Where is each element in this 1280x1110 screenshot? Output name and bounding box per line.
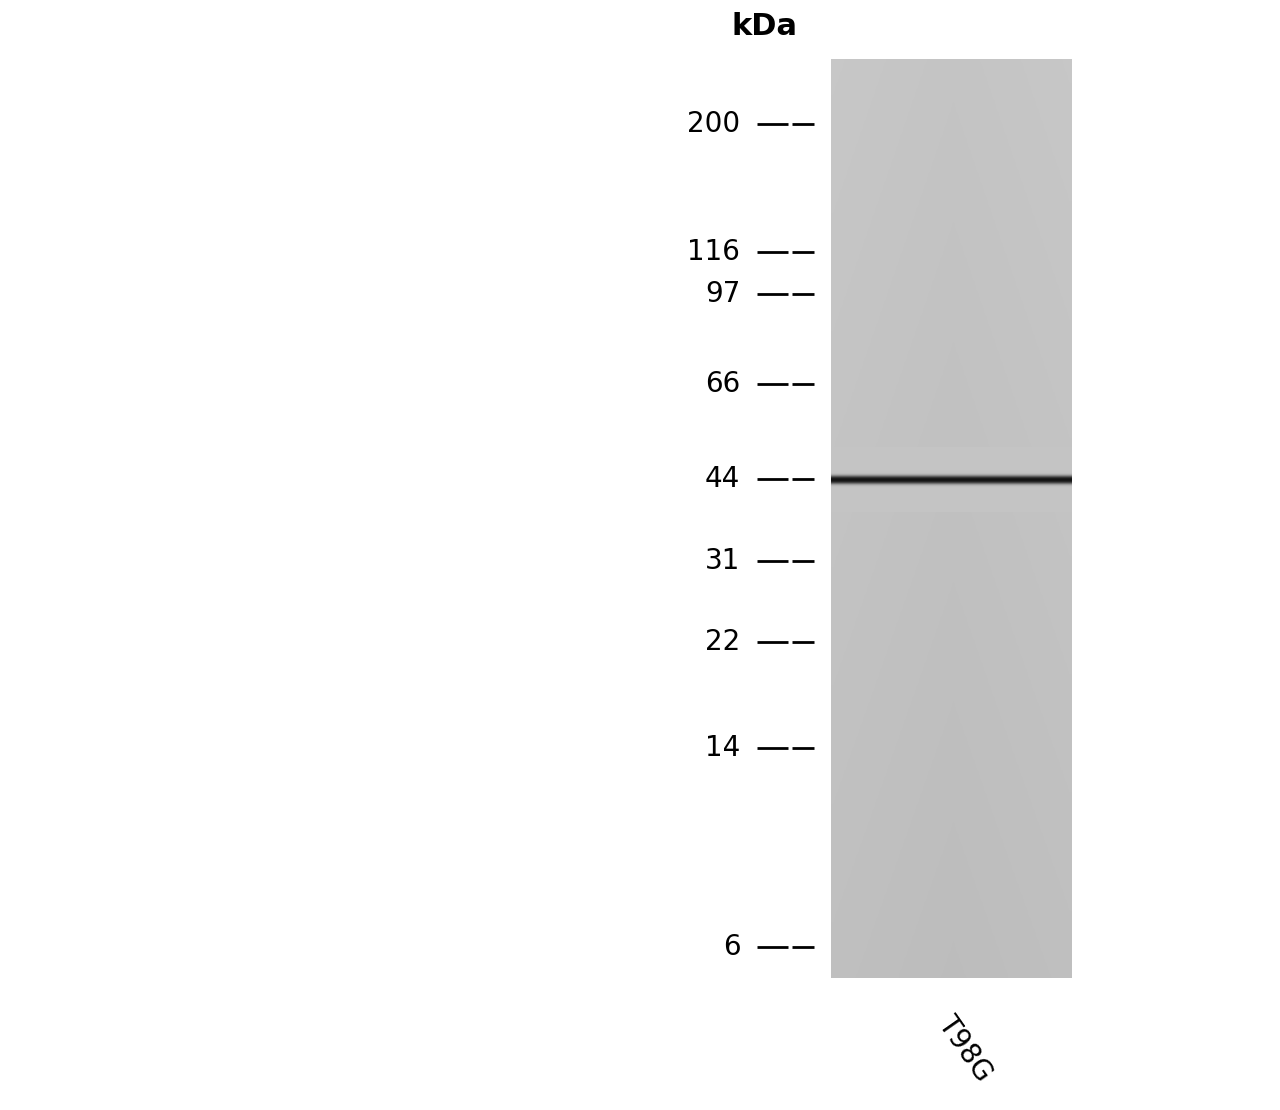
Text: 44: 44 — [705, 465, 740, 493]
Text: 22: 22 — [705, 628, 740, 656]
Text: kDa: kDa — [732, 12, 797, 41]
Text: T98G: T98G — [932, 1011, 997, 1087]
Text: 14: 14 — [705, 734, 740, 763]
Text: 6: 6 — [723, 932, 740, 961]
Text: 200: 200 — [687, 110, 740, 138]
Text: 116: 116 — [687, 238, 740, 265]
Text: 97: 97 — [705, 280, 740, 307]
Text: 66: 66 — [705, 370, 740, 398]
Text: 31: 31 — [705, 547, 740, 575]
